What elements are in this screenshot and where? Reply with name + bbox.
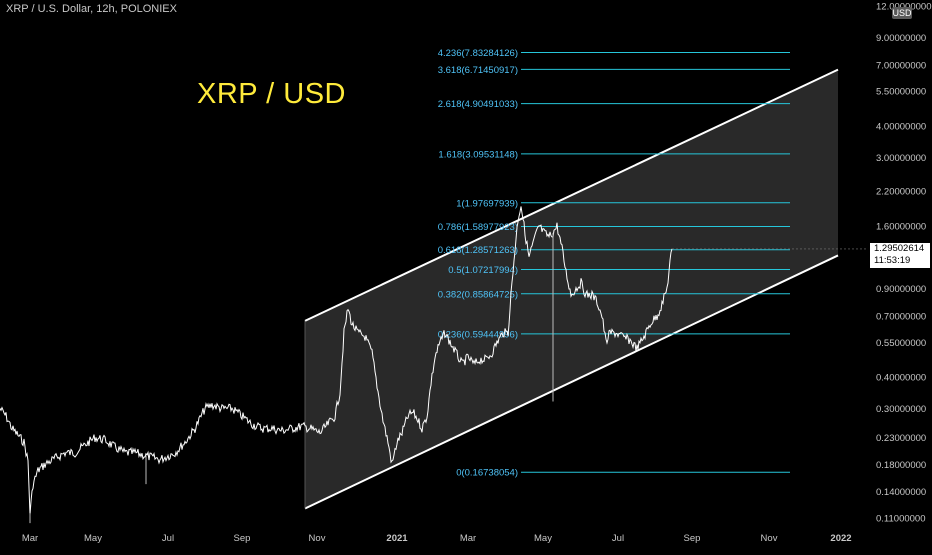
channel-fill [305, 69, 838, 509]
fib-level-label: 0.382(0.85864725) [438, 289, 518, 300]
x-axis-tick-label: 2021 [386, 533, 408, 544]
y-axis-tick-label: 5.50000000 [876, 87, 926, 98]
y-axis-tick-label: 0.18000000 [876, 460, 926, 471]
y-axis-tick-label: 0.23000000 [876, 433, 926, 444]
fib-level-label: 1(1.97697939) [456, 198, 518, 209]
x-axis-tick-label: Mar [22, 533, 38, 544]
fib-level-label: 1.618(3.09531148) [438, 149, 518, 160]
fib-level-label: 0(0.16738054) [456, 468, 518, 479]
x-axis-tick-label: Nov [761, 533, 778, 544]
y-axis-tick-label: 3.00000000 [876, 153, 926, 164]
y-axis-tick-label: 0.30000000 [876, 404, 926, 415]
fib-level-label: 0.5(1.07217994) [448, 265, 518, 276]
y-axis-tick-label: 2.20000000 [876, 187, 926, 198]
x-axis-tick-label: Sep [234, 533, 251, 544]
overlay-title: XRP / USD [197, 78, 347, 110]
y-axis-tick-label: 7.00000000 [876, 60, 926, 71]
y-axis-tick-label: 4.00000000 [876, 121, 926, 132]
x-axis-tick-label: Jul [612, 533, 624, 544]
y-axis-tick-label: 0.40000000 [876, 373, 926, 384]
y-axis-tick-label: 0.14000000 [876, 487, 926, 498]
current-price-label: 1.29502614 11:53:19 [870, 243, 930, 268]
x-axis-tick-label: Jul [162, 533, 174, 544]
channel-lower-line [304, 254, 839, 510]
fib-level-label: 0.236(0.59444996) [438, 329, 518, 340]
current-price: 1.29502614 [874, 243, 925, 254]
fib-level-label: 4.236(7.83284126) [438, 48, 518, 59]
y-axis-tick-label: 0.55000000 [876, 338, 926, 349]
bar-countdown: 11:53:19 [874, 255, 911, 266]
channel-upper-line [304, 68, 839, 322]
x-axis-tick-label: 2022 [830, 533, 851, 544]
y-axis-tick-label: 0.11000000 [876, 514, 926, 525]
x-axis-tick-label: Mar [460, 533, 476, 544]
y-axis-tick-label: 9.00000000 [876, 33, 926, 44]
y-axis-tick-label: 1.60000000 [876, 221, 926, 232]
currency-badge[interactable]: USD [892, 7, 912, 19]
fib-level-label: 0.618(1.28571263) [438, 245, 518, 256]
y-axis-tick-label: 0.70000000 [876, 312, 926, 323]
fib-level-label: 0.786(1.58977923) [438, 222, 518, 233]
x-axis-tick-label: May [534, 533, 552, 544]
y-axis-tick-label: 0.90000000 [876, 284, 926, 295]
symbol-header: XRP / U.S. Dollar, 12h, POLONIEX [6, 3, 177, 15]
x-axis-tick-label: Sep [684, 533, 701, 544]
fib-level-label: 3.618(6.71450917) [438, 65, 518, 76]
x-axis-tick-label: Nov [309, 533, 326, 544]
x-axis-tick-label: May [84, 533, 102, 544]
fib-level-label: 2.618(4.90491033) [438, 99, 518, 110]
price-line [0, 206, 673, 515]
